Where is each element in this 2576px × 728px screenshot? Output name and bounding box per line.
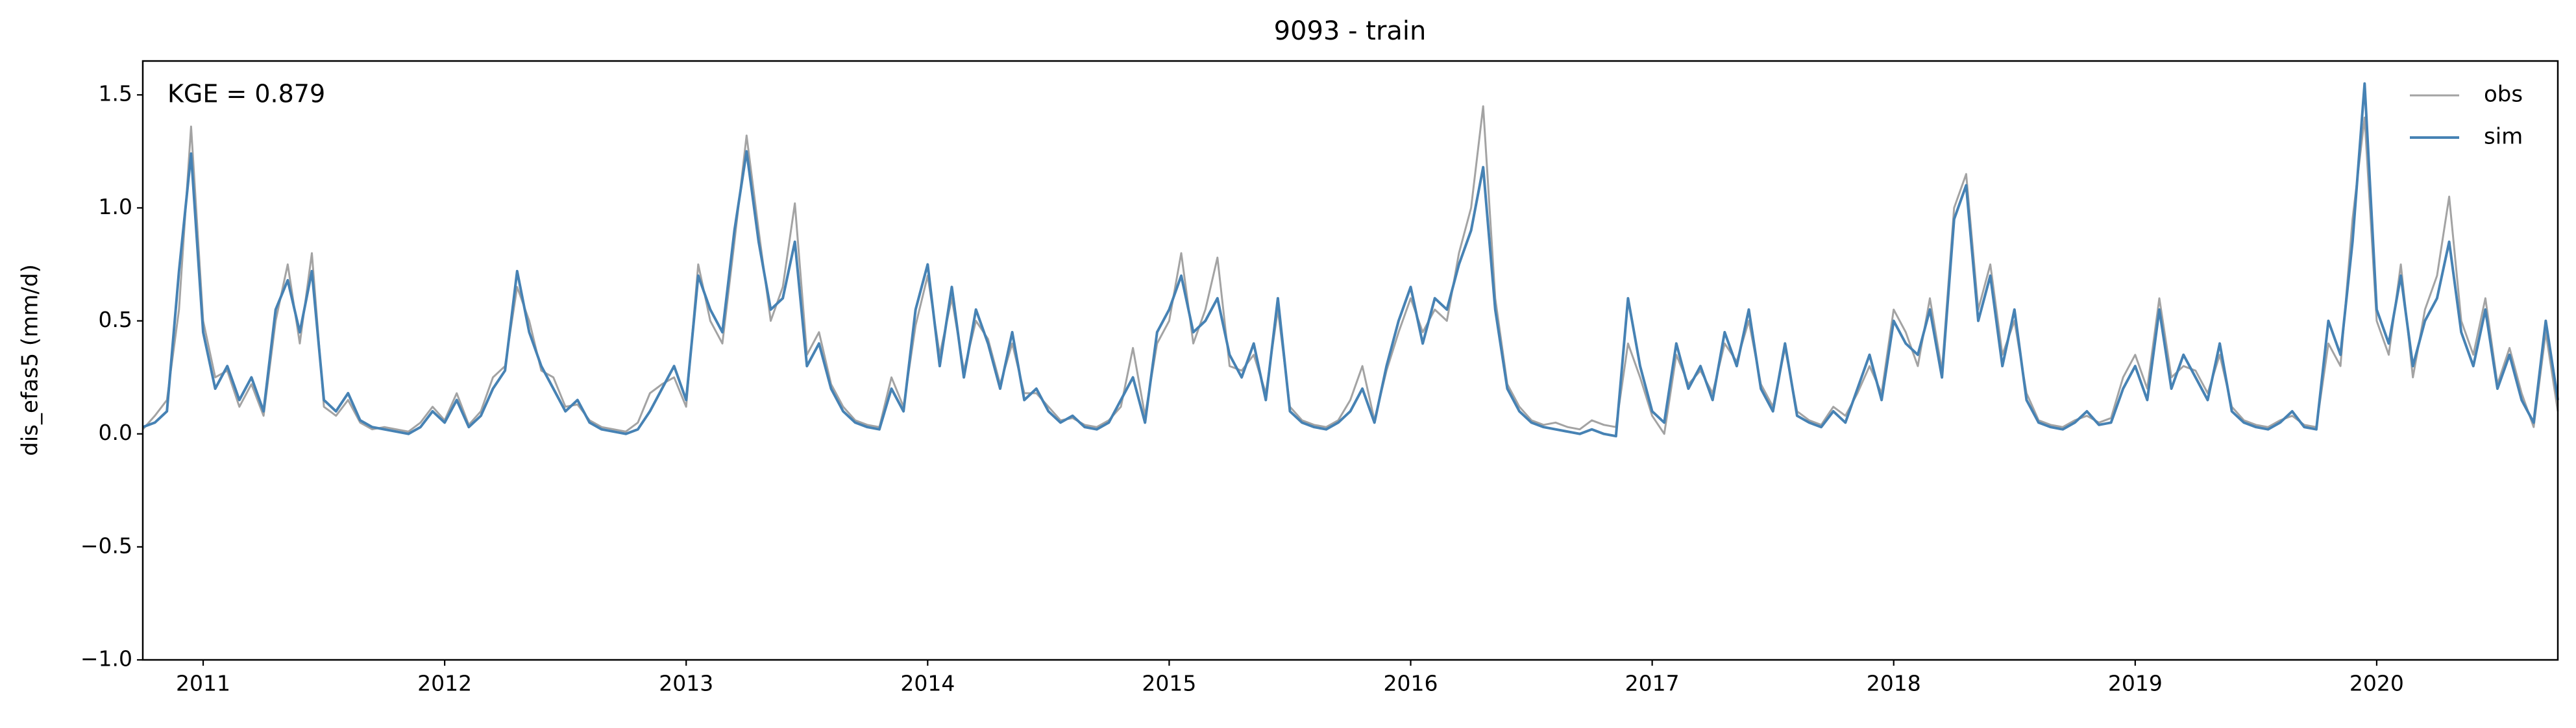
y-tick-label: −0.5 (80, 533, 132, 558)
y-tick-label: 1.0 (99, 194, 132, 219)
y-tick-label: 1.5 (99, 81, 132, 106)
y-tick-label: 0.0 (99, 420, 132, 445)
x-tick-label: 2013 (659, 671, 713, 696)
annotation: KGE = 0.879 (167, 80, 325, 108)
x-tick-label: 2016 (1384, 671, 1438, 696)
series-line (141, 105, 2559, 435)
plot-area (141, 82, 2559, 438)
y-axis-label: dis_efas5 (mm/d) (18, 264, 43, 455)
x-tick-label: 2014 (900, 671, 955, 696)
series-line (142, 82, 2559, 438)
x-tick-label: 2020 (2349, 671, 2404, 696)
x-tick-label: 2018 (1867, 671, 1921, 696)
x-tick-label: 2015 (1142, 671, 1196, 696)
y-tick-label: 0.5 (99, 307, 132, 332)
legend-label: obs (2484, 82, 2523, 108)
x-tick-label: 2012 (417, 671, 472, 696)
axes-frame (141, 60, 2559, 661)
chart-title: 9093 - train (1274, 16, 1427, 46)
x-tick-label: 2017 (1625, 671, 1680, 696)
x-tick-label: 2019 (2108, 671, 2163, 696)
y-tick-label: −1.0 (80, 646, 132, 672)
x-tick-label: 2011 (176, 671, 230, 696)
legend-label: sim (2484, 124, 2523, 150)
